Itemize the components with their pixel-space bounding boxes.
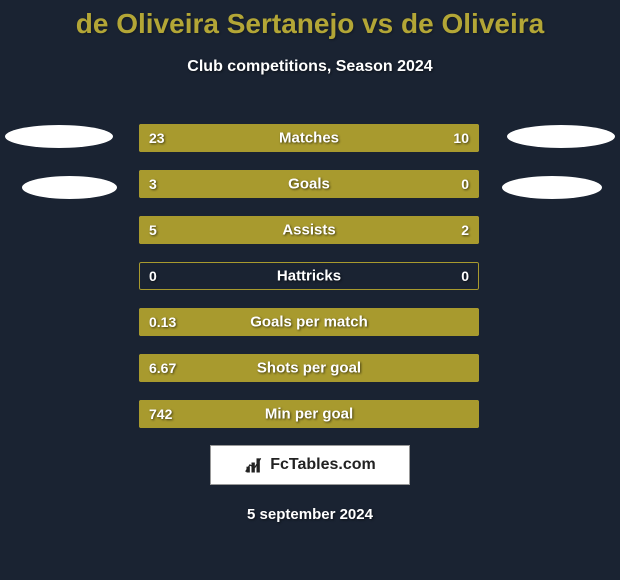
bar-chart-icon xyxy=(244,455,264,475)
player-right-badge-2 xyxy=(502,176,602,199)
page-title: de Oliveira Sertanejo vs de Oliveira xyxy=(0,0,620,40)
stats-bars: 2310Matches 30Goals 52Assists 00Hattricks 0.… xyxy=(139,124,479,446)
branding-box: FcTables.com xyxy=(210,445,410,485)
stat-label: Goals per match xyxy=(139,314,479,331)
stat-label: Matches xyxy=(139,130,479,147)
stat-label: Goals xyxy=(139,176,479,193)
branding-text: FcTables.com xyxy=(270,456,376,474)
stat-label: Hattricks xyxy=(139,268,479,285)
stat-row: 0.13Goals per match xyxy=(139,308,479,336)
player-left-badge-1 xyxy=(5,125,113,148)
stat-row: 30Goals xyxy=(139,170,479,198)
stat-label: Min per goal xyxy=(139,406,479,423)
footer-date: 5 september 2024 xyxy=(247,506,373,523)
stat-row: 742Min per goal xyxy=(139,400,479,428)
player-right-badge-1 xyxy=(507,125,615,148)
stat-row: 52Assists xyxy=(139,216,479,244)
stat-row: 6.67Shots per goal xyxy=(139,354,479,382)
stat-label: Shots per goal xyxy=(139,360,479,377)
stat-row: 00Hattricks xyxy=(139,262,479,290)
stat-row: 2310Matches xyxy=(139,124,479,152)
page-subtitle: Club competitions, Season 2024 xyxy=(0,58,620,76)
player-left-badge-2 xyxy=(22,176,117,199)
stat-label: Assists xyxy=(139,222,479,239)
